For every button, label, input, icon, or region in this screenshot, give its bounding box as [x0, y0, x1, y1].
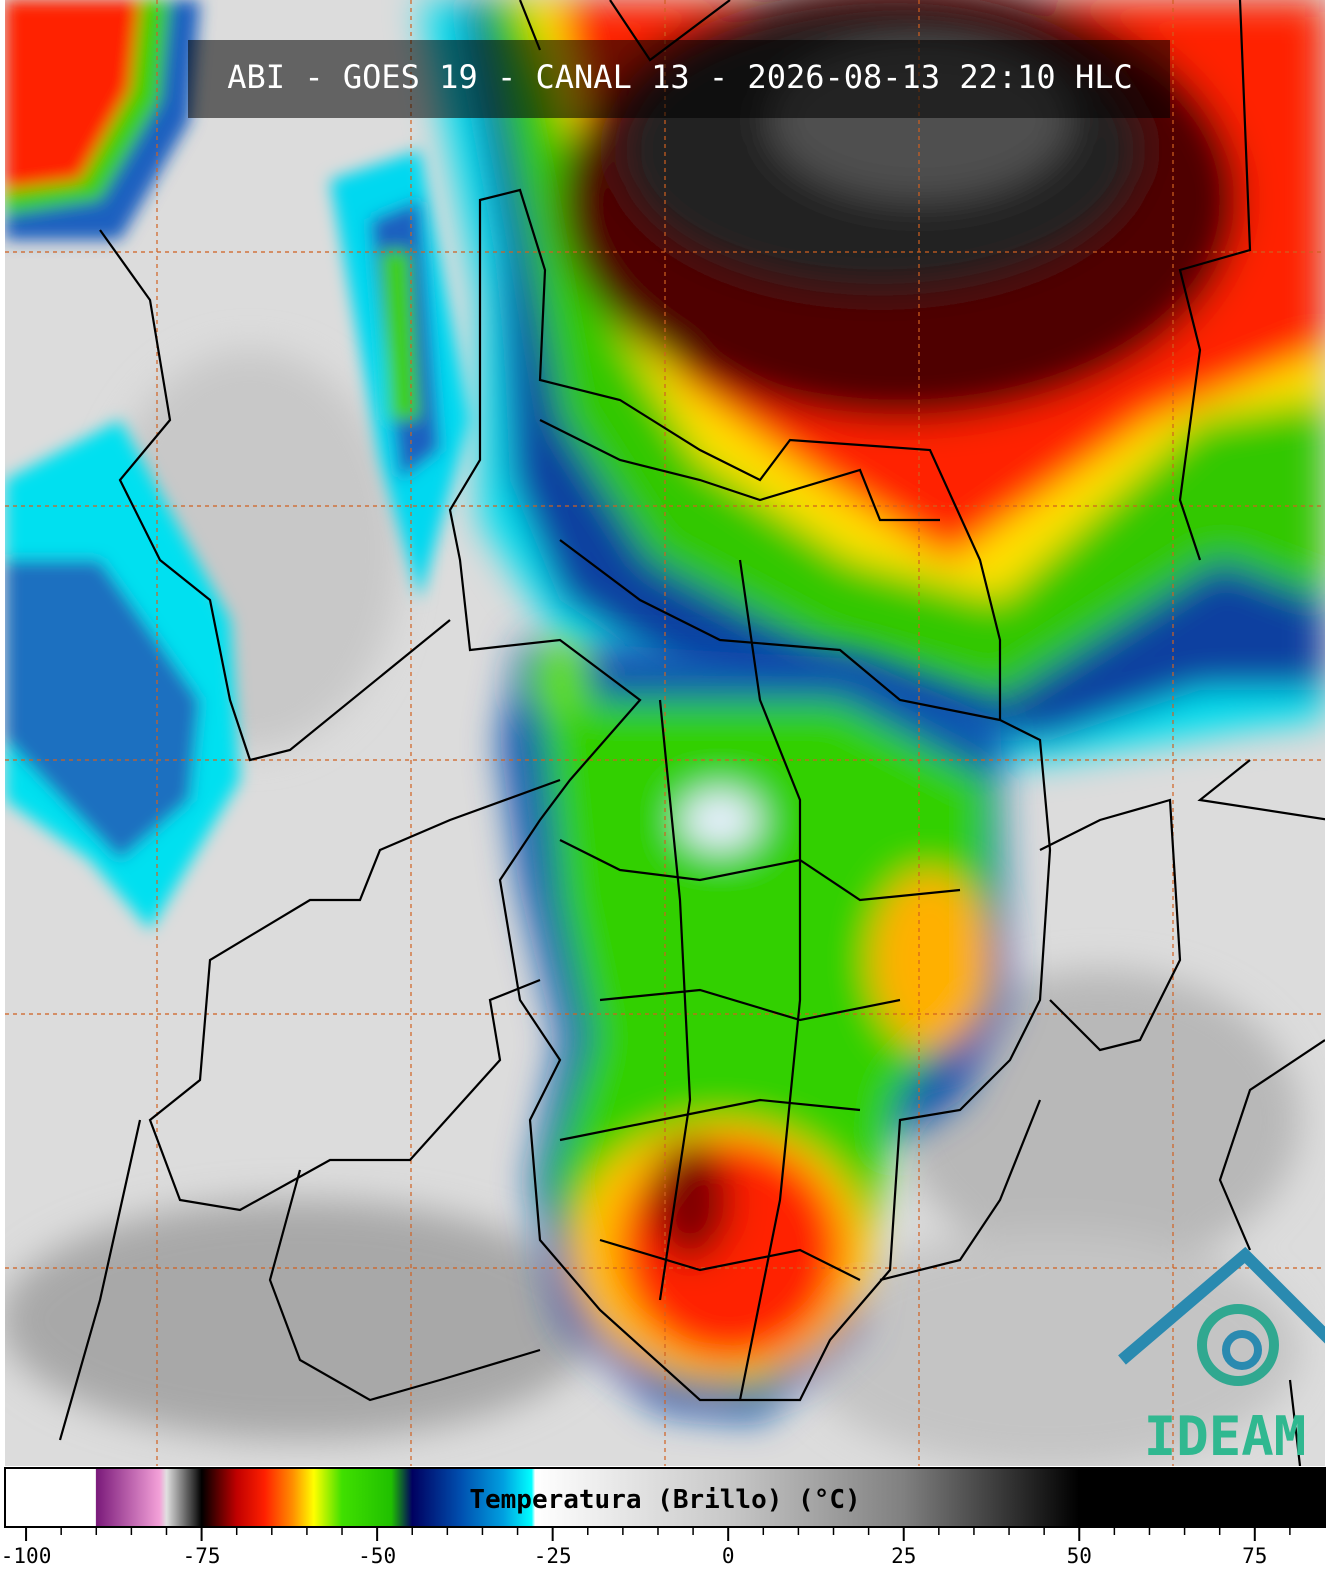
- tick-label: -50: [358, 1544, 396, 1568]
- tick-label: 75: [1242, 1544, 1267, 1568]
- logo: IDEAM: [1118, 1246, 1325, 1468]
- tick-label: 25: [891, 1544, 916, 1568]
- colorbar-gradient: [4, 1467, 1326, 1528]
- tick-label: -100: [1, 1544, 52, 1568]
- satellite-image: IDEAM: [5, 0, 1325, 1468]
- colorbar: Temperatura (Brillo) (°C) -100 -75 -50 -25 0…: [1, 1467, 1326, 1568]
- colorbar-label: Temperatura (Brillo) (°C): [469, 1485, 860, 1515]
- tick-label: -75: [183, 1544, 221, 1568]
- title-box: [188, 40, 1170, 118]
- logo-text: IDEAM: [1144, 1405, 1307, 1468]
- tick-label: 0: [722, 1544, 735, 1568]
- tick-label: 50: [1067, 1544, 1092, 1568]
- tick-label: -25: [534, 1544, 572, 1568]
- title: ABI - GOES 19 - CANAL 13 - 2026-08-13 22…: [227, 58, 1132, 96]
